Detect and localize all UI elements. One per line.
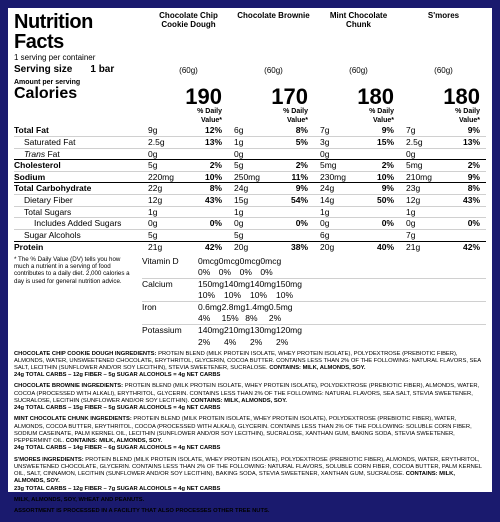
calories-value: 190 bbox=[142, 86, 228, 108]
nutrient-row: Protein21g42%20g38%20g40%21g42% bbox=[8, 242, 492, 253]
nutrient-row: Total Sugars1g1g1g1g bbox=[8, 207, 492, 218]
flavor-head: Chocolate Chip Cookie Dough bbox=[146, 12, 231, 30]
nutrient-row: Total Fat9g12%6g8%7g9%7g9% bbox=[8, 125, 492, 136]
micronutrient-table: Vitamin D0mcg0%0mcg0%0mcg0%0mcg0%Calcium… bbox=[142, 256, 486, 347]
nutrient-table: Total Fat9g12%6g8%7g9%7g9%Saturated Fat2… bbox=[8, 125, 492, 252]
serving-weight: (60g) bbox=[231, 66, 316, 75]
calories-value: 180 bbox=[314, 86, 400, 108]
serving-weight: (60g) bbox=[401, 66, 486, 75]
ingredients-block: CHOCOLATE CHIP COOKIE DOUGH INGREDIENTS:… bbox=[8, 348, 492, 522]
nutrient-row: Sugar Alcohols5g5g6g7g bbox=[8, 230, 492, 241]
nutrient-row: Cholesterol5g2%5g2%5mg2%5mg2% bbox=[8, 160, 492, 171]
micro-row: Vitamin D0mcg0%0mcg0%0mcg0%0mcg0% bbox=[142, 256, 486, 278]
nutrient-row: Includes Added Sugars0g0%0g0%0g0%0g0% bbox=[8, 218, 492, 229]
calories-label: Calories bbox=[14, 86, 142, 108]
nutrient-row: Saturated Fat2.5g13%1g5%3g15%2.5g13% bbox=[8, 137, 492, 148]
nutrient-row: Total Carbohydrate22g8%24g9%24g9%23g8% bbox=[8, 183, 492, 194]
micro-row: Iron0.6mg4%2.8mg15%1.4mg8%0.5mg2% bbox=[142, 302, 486, 324]
flavor-head: Mint Chocolate Chunk bbox=[316, 12, 401, 30]
servings-per: 1 serving per container bbox=[14, 54, 146, 63]
serving-size: Serving size1 bar bbox=[14, 64, 146, 75]
flavor-head: Chocolate Brownie bbox=[231, 12, 316, 21]
micro-row: Calcium150mg10%140mg10%140mg10%150mg10% bbox=[142, 279, 486, 301]
dv-footnote: * The % Daily Value (DV) tells you how m… bbox=[14, 256, 142, 347]
serving-weight: (60g) bbox=[316, 66, 401, 75]
calories-value: 180 bbox=[400, 86, 486, 108]
nutrient-row: Dietary Fiber12g43%15g54%14g50%12g43% bbox=[8, 195, 492, 206]
calories-value: 170 bbox=[228, 86, 314, 108]
serving-weight: (60g) bbox=[146, 66, 231, 75]
nutrient-row: Trans Fat0g0g0g0g bbox=[8, 149, 492, 160]
nutrition-panel: Nutrition Facts 1 serving per container … bbox=[8, 8, 492, 492]
amount-per-serving: Amount per serving bbox=[8, 77, 492, 86]
flavor-head: S'mores bbox=[401, 12, 486, 21]
micro-row: Potassium140mg2%210mg4%130mg2%120mg2% bbox=[142, 325, 486, 347]
nutrition-title: Nutrition Facts bbox=[14, 12, 146, 52]
nutrient-row: Sodium220mg10%250mg11%230mg10%210mg9% bbox=[8, 172, 492, 183]
